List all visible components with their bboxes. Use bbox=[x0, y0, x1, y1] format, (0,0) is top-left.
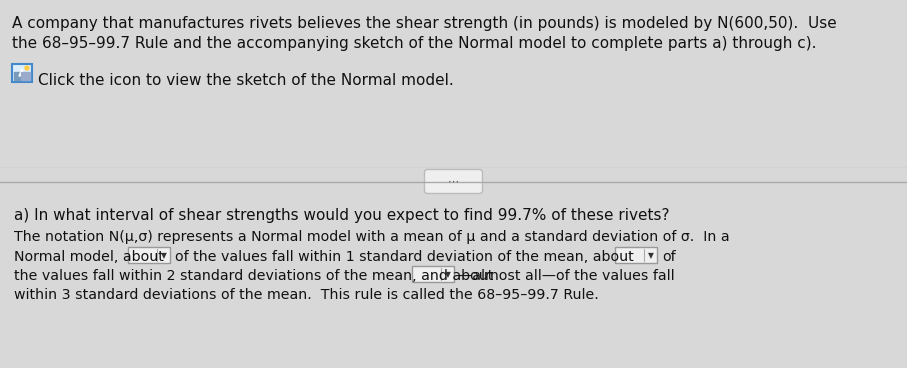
Polygon shape bbox=[14, 72, 21, 80]
Polygon shape bbox=[21, 72, 30, 80]
Text: within 3 standard deviations of the mean.  This rule is called the 68–95–99.7 Ru: within 3 standard deviations of the mean… bbox=[14, 288, 599, 302]
Text: of the values fall within 1 standard deviation of the mean, about: of the values fall within 1 standard dev… bbox=[175, 250, 634, 264]
Text: ▼: ▼ bbox=[161, 251, 167, 260]
Text: A company that manufactures rivets believes the shear strength (in pounds) is mo: A company that manufactures rivets belie… bbox=[12, 16, 837, 31]
Circle shape bbox=[25, 66, 29, 70]
FancyBboxPatch shape bbox=[424, 170, 483, 194]
Text: —almost all—of the values fall: —almost all—of the values fall bbox=[458, 269, 675, 283]
Bar bbox=[128, 247, 170, 263]
Text: Normal model, about: Normal model, about bbox=[14, 250, 164, 264]
Text: of: of bbox=[662, 250, 676, 264]
Text: ▼: ▼ bbox=[445, 270, 451, 279]
Text: The notation N(μ,σ) represents a Normal model with a mean of μ and a standard de: The notation N(μ,σ) represents a Normal … bbox=[14, 230, 729, 244]
Text: a) In what interval of shear strengths would you expect to find 99.7% of these r: a) In what interval of shear strengths w… bbox=[14, 208, 669, 223]
Text: ▼: ▼ bbox=[649, 251, 654, 260]
Text: the 68–95–99.7 Rule and the accompanying sketch of the Normal model to complete : the 68–95–99.7 Rule and the accompanying… bbox=[12, 36, 816, 51]
Bar bbox=[615, 247, 657, 263]
Text: Click the icon to view the sketch of the Normal model.: Click the icon to view the sketch of the… bbox=[38, 73, 454, 88]
Bar bbox=[412, 266, 454, 282]
Bar bbox=[12, 64, 32, 82]
Text: ⋯: ⋯ bbox=[448, 177, 459, 187]
Text: the values fall within 2 standard deviations of the mean, and about: the values fall within 2 standard deviat… bbox=[14, 269, 493, 283]
Polygon shape bbox=[19, 69, 25, 76]
